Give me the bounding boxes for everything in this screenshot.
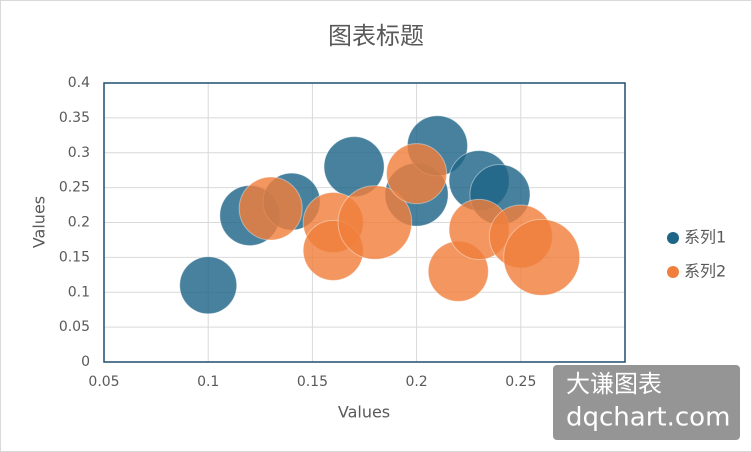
legend-marker	[667, 266, 679, 278]
bubble	[337, 185, 413, 260]
watermark-box	[553, 365, 740, 440]
y-tick-label: 0.35	[59, 110, 90, 126]
y-tick-label: 0.3	[68, 145, 90, 161]
legend-label: 系列2	[684, 262, 726, 281]
watermark-text: 大谦图表	[566, 370, 662, 398]
y-tick-label: 0.05	[59, 319, 90, 335]
x-tick-label: 0.25	[505, 374, 536, 390]
x-tick-label: 0.15	[297, 374, 328, 390]
plot-marks	[179, 115, 581, 315]
y-tick-label: 0	[81, 354, 90, 370]
watermark-text: dqchart.com	[566, 403, 730, 433]
chart-title: 图表标题	[328, 22, 424, 50]
legend-label: 系列1	[684, 228, 726, 247]
y-axis-title: Values	[30, 196, 49, 248]
y-tick-label: 0.4	[68, 75, 90, 91]
x-tick-label: 0.05	[88, 374, 119, 390]
x-tick-label: 0.2	[405, 374, 427, 390]
legend-marker	[667, 232, 679, 244]
y-tick-label: 0.15	[59, 249, 90, 265]
y-tick-label: 0.25	[59, 180, 90, 196]
legend: 系列1 系列2	[667, 228, 726, 281]
bubble	[238, 176, 303, 241]
bubble	[386, 143, 448, 205]
bubble	[503, 218, 581, 296]
y-tick-label: 0.1	[68, 284, 90, 300]
bubble	[179, 256, 238, 315]
y-tick-label: 0.2	[68, 215, 90, 231]
x-axis-title: Values	[338, 403, 390, 422]
x-tick-label: 0.1	[197, 374, 219, 390]
plot-frame	[103, 82, 626, 363]
